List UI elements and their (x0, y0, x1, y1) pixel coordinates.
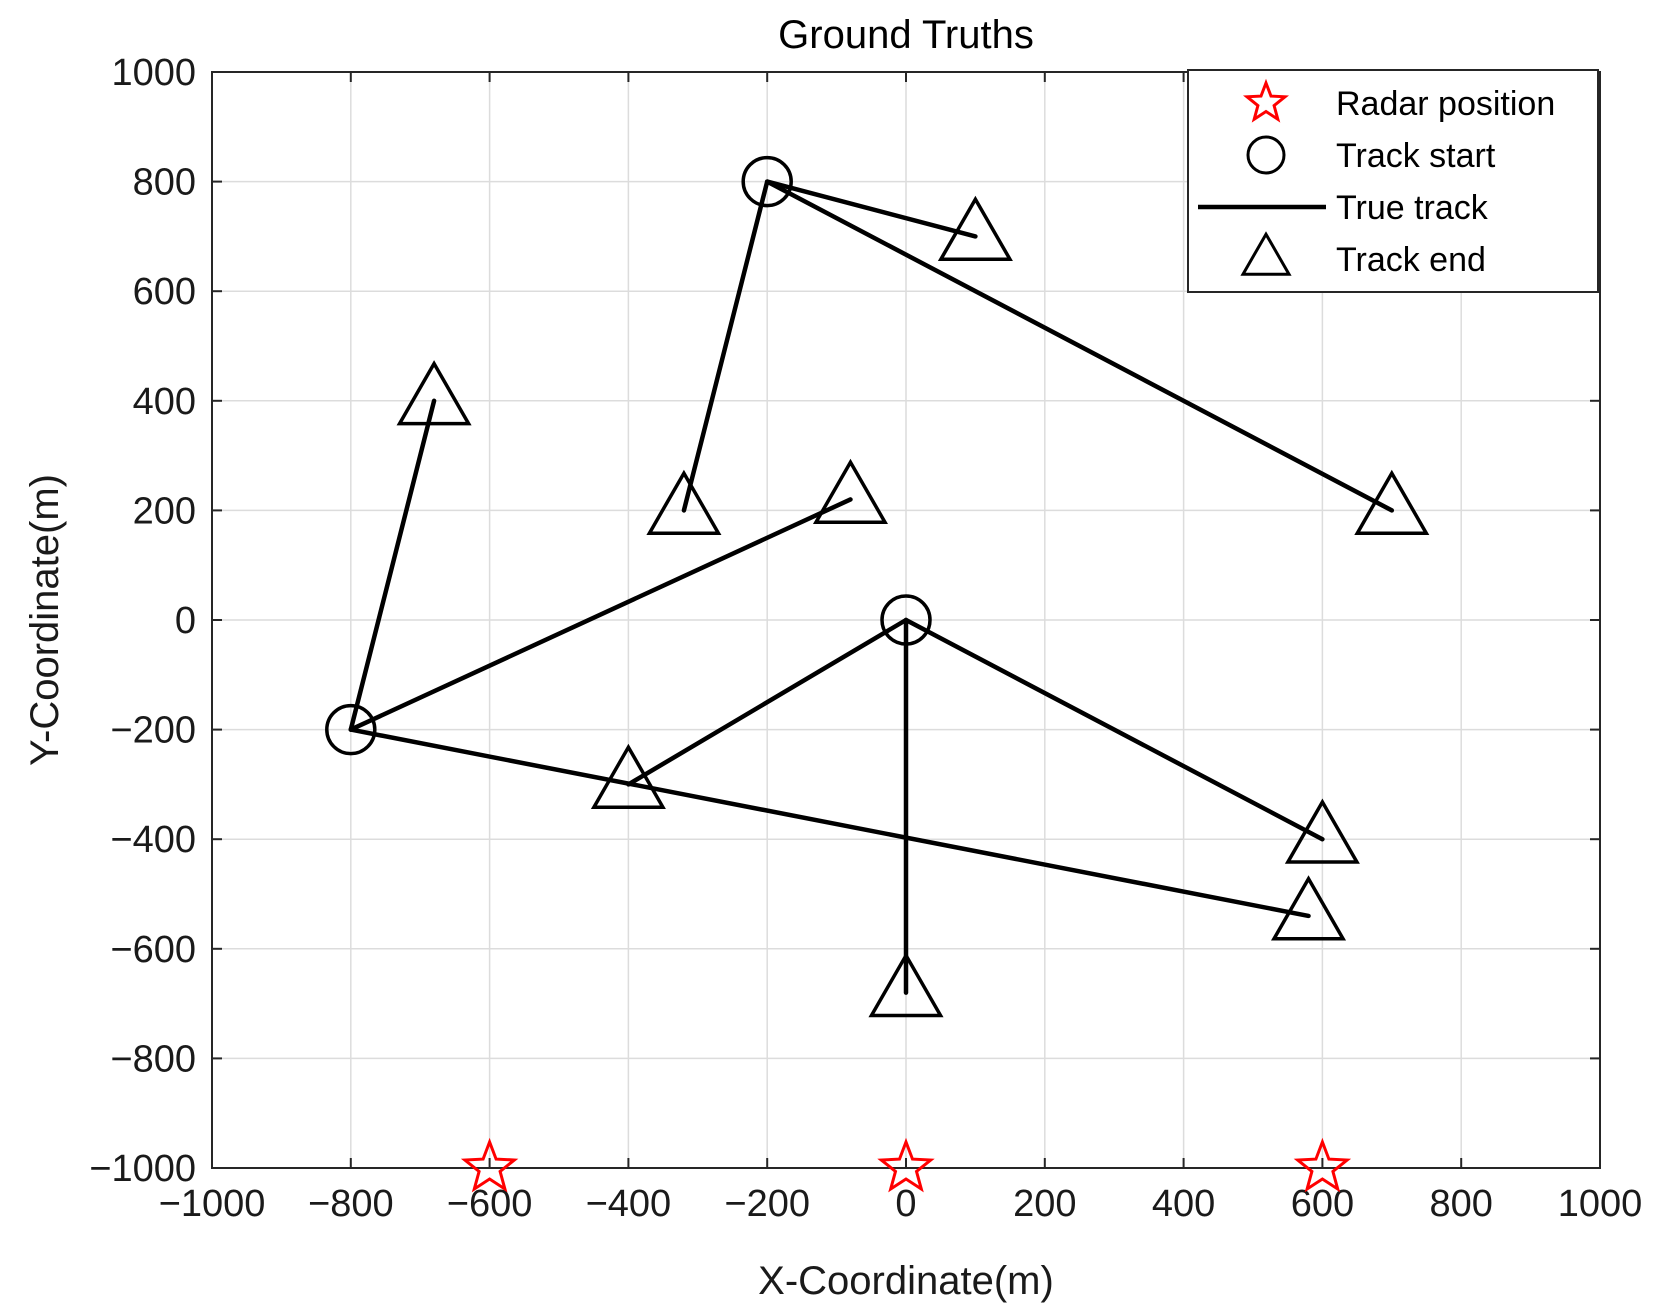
legend-label: Radar position (1336, 85, 1555, 123)
radar-position-marker (1293, 1137, 1352, 1193)
x-tick-label: 400 (1152, 1183, 1215, 1225)
x-tick-label: −200 (724, 1183, 810, 1225)
true-track-line (626, 617, 909, 787)
legend-circle-icon (1246, 135, 1286, 175)
track-end-marker (868, 951, 944, 1018)
legend-label: Track end (1336, 241, 1486, 279)
x-tick-label: −800 (308, 1183, 394, 1225)
x-tick-label: 200 (1013, 1183, 1076, 1225)
legend-label: Track start (1336, 137, 1496, 175)
true-track-line (348, 497, 853, 732)
x-tick-label: 1000 (1558, 1183, 1643, 1225)
true-tracks (348, 179, 1395, 995)
track-end-marker (590, 743, 666, 809)
track-end-marker (396, 360, 472, 426)
x-axis-title: X-Coordinate(m) (758, 1259, 1054, 1303)
true-track-line (348, 398, 437, 732)
y-tick-label: 600 (133, 271, 196, 313)
y-tick-label: −400 (110, 819, 196, 861)
y-tick-label: 400 (133, 381, 196, 423)
y-tick-label: 1000 (111, 52, 196, 94)
true-track-line (903, 617, 1325, 842)
track-start-marker (880, 594, 932, 646)
y-tick-label: −1000 (89, 1148, 196, 1190)
track-end-marker (812, 458, 889, 524)
true-track-line (348, 727, 1311, 919)
y-axis-title: Y-Coordinate(m) (23, 474, 67, 766)
x-tick-label: −1000 (159, 1183, 266, 1225)
track-end-marker (937, 195, 1013, 261)
legend-star-icon (1242, 78, 1290, 123)
x-tick-label: 0 (895, 1183, 916, 1225)
y-tick-label: −600 (110, 929, 196, 971)
track-start-marker (741, 155, 793, 208)
radar-position-marker (877, 1137, 935, 1193)
y-tick-label: −800 (110, 1038, 196, 1080)
true-track-line (764, 179, 1395, 513)
y-tick-label: 200 (133, 490, 196, 532)
legend-label: True track (1336, 189, 1489, 227)
markers (325, 155, 1430, 1193)
true-track-line (681, 179, 770, 513)
tick-labels: −1000 −800 −600 −400 −200 0 200 400 600 800 1000 −1… (89, 52, 1642, 1225)
x-tick-label: 600 (1291, 1183, 1354, 1225)
y-tick-label: −200 (110, 710, 196, 752)
track-start-marker (325, 703, 377, 756)
x-tick-label: −600 (447, 1183, 533, 1225)
x-tick-label: −400 (586, 1183, 672, 1225)
y-tick-label: 0 (175, 600, 196, 642)
track-end-marker (1284, 798, 1360, 864)
track-end-marker (646, 469, 722, 535)
chart-title: Ground Truths (778, 13, 1034, 57)
axes-frame (211, 71, 1601, 1169)
track-end-marker (1354, 469, 1430, 535)
true-track-line (764, 179, 978, 239)
legend-triangle-icon (1240, 231, 1292, 276)
x-tick-label: 800 (1429, 1183, 1492, 1225)
track-end-marker (1270, 875, 1347, 941)
y-tick-label: 800 (133, 162, 196, 204)
radar-position-marker (460, 1137, 519, 1193)
legend: Radar position Track start True track Track… (1187, 69, 1599, 293)
